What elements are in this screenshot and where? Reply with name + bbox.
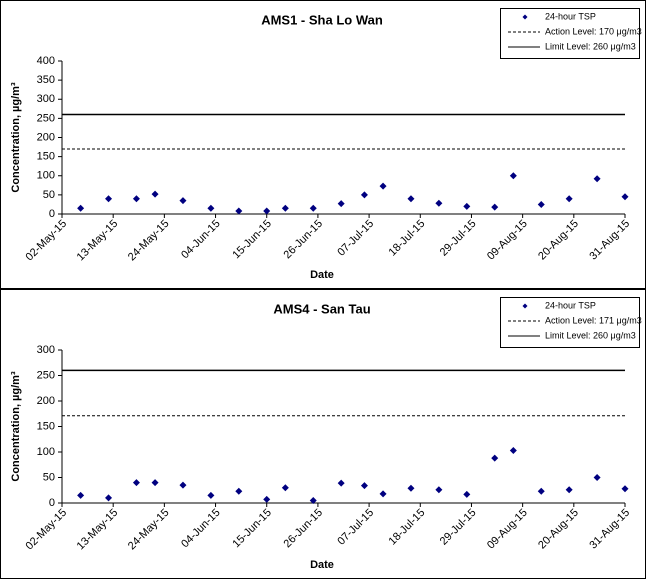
data-point <box>407 484 415 492</box>
y-tick-label: 400 <box>37 55 55 67</box>
legend-label: Limit Level: 260 μg/m3 <box>545 330 636 340</box>
chart-title: AMS1 - Sha Lo Wan <box>261 12 383 27</box>
data-point <box>281 204 289 212</box>
data-point <box>537 200 545 208</box>
chart-title: AMS4 - San Tau <box>273 301 370 316</box>
y-tick-label: 100 <box>37 446 55 458</box>
y-tick-label: 200 <box>37 131 55 143</box>
data-point <box>77 491 85 499</box>
y-tick-label: 250 <box>37 112 55 124</box>
data-point <box>337 200 345 208</box>
data-point <box>463 490 471 498</box>
y-axis-label: Concentration, µg/m³ <box>10 82 22 193</box>
data-point <box>407 195 415 203</box>
data-point <box>235 487 243 495</box>
y-tick-label: 100 <box>37 170 55 182</box>
y-tick-label: 50 <box>43 471 55 483</box>
data-point <box>235 207 243 215</box>
data-point <box>565 195 573 203</box>
legend-label: Action Level: 170 μg/m3 <box>545 26 642 36</box>
x-axis-label: Date <box>310 269 334 281</box>
data-point <box>151 190 159 198</box>
data-point <box>281 484 289 492</box>
data-point <box>132 479 140 487</box>
data-point <box>360 191 368 199</box>
y-tick-label: 0 <box>49 497 55 509</box>
data-point <box>435 486 443 494</box>
y-tick-label: 300 <box>37 344 55 356</box>
data-point <box>309 496 317 504</box>
data-point <box>179 481 187 489</box>
data-point <box>207 204 215 212</box>
data-point <box>491 454 499 462</box>
data-point <box>435 199 443 207</box>
y-tick-label: 200 <box>37 395 55 407</box>
data-point <box>263 207 271 215</box>
data-point <box>132 195 140 203</box>
legend-symbol <box>522 303 528 309</box>
data-point <box>491 203 499 211</box>
data-point <box>379 490 387 498</box>
data-point <box>207 491 215 499</box>
data-point <box>593 474 601 481</box>
y-tick-label: 0 <box>49 208 55 220</box>
data-point <box>379 182 387 190</box>
data-point <box>77 204 85 212</box>
data-point <box>509 172 517 180</box>
data-point <box>263 495 271 503</box>
chart-panel: AMS4 - San Tau05010015020025030002-May-1… <box>0 289 646 579</box>
data-point <box>337 479 345 487</box>
data-point <box>360 482 368 490</box>
data-point <box>593 175 601 183</box>
y-tick-label: 250 <box>37 369 55 381</box>
data-point <box>621 485 629 493</box>
y-tick-label: 150 <box>37 420 55 432</box>
y-tick-label: 350 <box>37 74 55 86</box>
legend-symbol <box>522 14 528 20</box>
data-point <box>105 195 113 203</box>
legend-label: Action Level: 171 μg/m3 <box>545 315 642 325</box>
legend-label: 24-hour TSP <box>545 11 596 21</box>
data-point <box>565 486 573 494</box>
y-tick-label: 50 <box>43 189 55 201</box>
legend-box <box>500 297 640 348</box>
chart-panel: AMS1 - Sha Lo Wan 0 50 100 150 200 250 300 350 40… <box>0 0 646 289</box>
data-point <box>463 202 471 210</box>
data-point <box>151 479 159 487</box>
x-axis-label: Date <box>310 559 334 571</box>
y-tick-label: 150 <box>37 151 55 163</box>
data-point <box>509 446 517 454</box>
legend: 24-hour TSP Action Level: 170 μg/m3 Limit … <box>500 8 642 59</box>
data-point <box>309 204 317 212</box>
legend-label: Limit Level: 260 μg/m3 <box>545 41 636 51</box>
data-point <box>179 197 187 205</box>
legend-label: 24-hour TSP <box>545 300 596 310</box>
legend: 24-hour TSP Action Level: 171 μg/m3 Limit … <box>500 297 642 348</box>
y-axis-label: Concentration, µg/m³ <box>10 371 22 482</box>
y-tick-label: 300 <box>37 93 55 105</box>
data-point <box>537 487 545 495</box>
data-point <box>105 494 113 502</box>
data-point <box>621 193 629 201</box>
